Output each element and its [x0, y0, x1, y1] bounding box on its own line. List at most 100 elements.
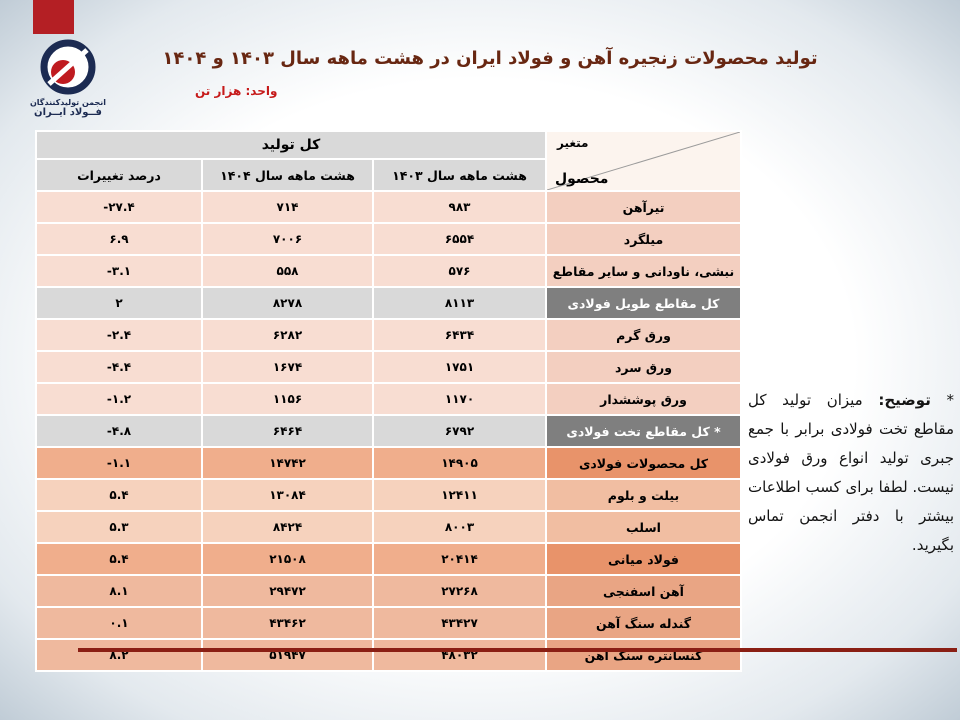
value-1403-cell: ۵۷۶ — [372, 254, 547, 288]
percent-change-cell: ۸.۱ — [35, 574, 203, 608]
value-1404-cell: ۱۶۷۴ — [201, 350, 374, 384]
value-1403-cell: ۶۷۹۲ — [372, 414, 547, 448]
value-1404-cell: ۲۱۵۰۸ — [201, 542, 374, 576]
value-1404-cell: ۸۲۷۸ — [201, 286, 374, 320]
production-table-body: تیرآهن ۹۸۳ ۷۱۴ -۲۷.۴ میلگرد ۶۵۵۴ ۷۰۰۶ ۶.۹ نبشی، … — [35, 190, 742, 672]
logo-org-name-line1: انجمن تولیدکنندگان — [29, 98, 107, 107]
footnote-text: میزان تولید کل مقاطع تخت فولادی برابر با… — [748, 391, 954, 554]
percent-change-cell: ۵.۴ — [35, 478, 203, 512]
footnote-label: توضیح: — [878, 391, 931, 409]
percent-change-cell: -۴.۸ — [35, 414, 203, 448]
table-row: کل مقاطع طویل فولادی ۸۱۱۳ ۸۲۷۸ ۲ — [35, 286, 742, 320]
value-1404-cell: ۴۳۴۶۲ — [201, 606, 374, 640]
red-accent-bar — [33, 0, 74, 34]
unit-label: واحد: هزار تن — [195, 84, 278, 98]
table-row: ورق گرم ۶۴۳۴ ۶۲۸۲ -۲.۴ — [35, 318, 742, 352]
table-row: اسلب ۸۰۰۳ ۸۴۲۴ ۵.۳ — [35, 510, 742, 544]
value-1404-cell: ۷۱۴ — [201, 190, 374, 224]
product-name-cell: بیلت و بلوم — [545, 478, 742, 512]
corner-variable-label: متغیر — [557, 136, 589, 150]
value-1404-cell: ۶۲۸۲ — [201, 318, 374, 352]
value-1404-cell: ۵۵۸ — [201, 254, 374, 288]
table-row: تیرآهن ۹۸۳ ۷۱۴ -۲۷.۴ — [35, 190, 742, 224]
value-1403-cell: ۶۴۳۴ — [372, 318, 547, 352]
column-header-1404: هشت ماهه سال ۱۴۰۴ — [201, 158, 374, 192]
bottom-divider-line — [78, 648, 957, 652]
product-name-cell: فولاد میانی — [545, 542, 742, 576]
value-1403-cell: ۴۸۰۳۲ — [372, 638, 547, 672]
value-1404-cell: ۱۱۵۶ — [201, 382, 374, 416]
table-row: میلگرد ۶۵۵۴ ۷۰۰۶ ۶.۹ — [35, 222, 742, 256]
footnote: * توضیح: میزان تولید کل مقاطع تخت فولادی… — [748, 386, 954, 560]
value-1404-cell: ۱۴۷۴۲ — [201, 446, 374, 480]
value-1403-cell: ۹۸۳ — [372, 190, 547, 224]
table-row: بیلت و بلوم ۱۲۴۱۱ ۱۳۰۸۴ ۵.۴ — [35, 478, 742, 512]
percent-change-cell: ۲ — [35, 286, 203, 320]
product-name-cell: کل مقاطع طویل فولادی — [545, 286, 742, 320]
table-header: متغیر محصول کل تولید هشت ماهه سال ۱۴۰۳ ه… — [35, 130, 742, 192]
value-1403-cell: ۴۳۴۲۷ — [372, 606, 547, 640]
value-1403-cell: ۸۱۱۳ — [372, 286, 547, 320]
corner-diagonal-line — [547, 132, 740, 190]
table-header-row-2: هشت ماهه سال ۱۴۰۳ هشت ماهه سال ۱۴۰۴ درصد… — [35, 158, 741, 192]
value-1403-cell: ۲۷۲۶۸ — [372, 574, 547, 608]
table-row: گندله سنگ آهن ۴۳۴۲۷ ۴۳۴۶۲ ۰.۱ — [35, 606, 742, 640]
value-1403-cell: ۶۵۵۴ — [372, 222, 547, 256]
product-name-cell: * کل مقاطع تخت فولادی — [545, 414, 742, 448]
table-corner-cell: متغیر محصول — [545, 130, 742, 192]
percent-change-cell: ۶.۹ — [35, 222, 203, 256]
value-1404-cell: ۷۰۰۶ — [201, 222, 374, 256]
percent-change-cell: -۴.۴ — [35, 350, 203, 384]
percent-change-cell: ۵.۳ — [35, 510, 203, 544]
product-name-cell: گندله سنگ آهن — [545, 606, 742, 640]
percent-change-cell: -۲۷.۴ — [35, 190, 203, 224]
footnote-star: * — [946, 391, 955, 409]
table-row: ورق پوششدار ۱۱۷۰ ۱۱۵۶ -۱.۲ — [35, 382, 742, 416]
product-name-cell: ورق سرد — [545, 350, 742, 384]
value-1404-cell: ۸۴۲۴ — [201, 510, 374, 544]
table-row: فولاد میانی ۲۰۴۱۴ ۲۱۵۰۸ ۵.۴ — [35, 542, 742, 576]
percent-change-cell: -۲.۴ — [35, 318, 203, 352]
product-name-cell: کنسانتره سنگ آهن — [545, 638, 742, 672]
corner-product-label: محصول — [555, 171, 609, 187]
percent-change-cell: ۸.۲ — [35, 638, 203, 672]
value-1404-cell: ۶۴۶۴ — [201, 414, 374, 448]
slide-title: تولید محصولات زنجیره آهن و فولاد ایران د… — [162, 48, 818, 69]
column-header-1403: هشت ماهه سال ۱۴۰۳ — [372, 158, 547, 192]
table-row: * کل مقاطع تخت فولادی ۶۷۹۲ ۶۴۶۴ -۴.۸ — [35, 414, 742, 448]
product-name-cell: کل محصولات فولادی — [545, 446, 742, 480]
value-1403-cell: ۱۱۷۰ — [372, 382, 547, 416]
logo-org-name-line2: فــولاد ایــران — [34, 107, 102, 118]
product-name-cell: میلگرد — [545, 222, 742, 256]
percent-change-cell: ۰.۱ — [35, 606, 203, 640]
table-row: کل محصولات فولادی ۱۴۹۰۵ ۱۴۷۴۲ -۱.۱ — [35, 446, 742, 480]
table-header-row-1: متغیر محصول کل تولید — [35, 130, 742, 192]
steel-association-logo-icon — [40, 39, 96, 95]
total-production-header: کل تولید — [35, 130, 547, 160]
value-1403-cell: ۱۲۴۱۱ — [372, 478, 547, 512]
value-1403-cell: ۸۰۰۳ — [372, 510, 547, 544]
percent-change-cell: -۱.۱ — [35, 446, 203, 480]
table-row: نبشی، ناودانی و سایر مقاطع ۵۷۶ ۵۵۸ -۳.۱ — [35, 254, 742, 288]
percent-change-cell: ۵.۴ — [35, 542, 203, 576]
production-table: متغیر محصول کل تولید هشت ماهه سال ۱۴۰۳ ه… — [35, 130, 742, 672]
value-1404-cell: ۱۳۰۸۴ — [201, 478, 374, 512]
product-name-cell: تیرآهن — [545, 190, 742, 224]
product-name-cell: ورق گرم — [545, 318, 742, 352]
value-1403-cell: ۲۰۴۱۴ — [372, 542, 547, 576]
column-header-percent-change: درصد تغییرات — [35, 158, 203, 192]
table-row: ورق سرد ۱۷۵۱ ۱۶۷۴ -۴.۴ — [35, 350, 742, 384]
percent-change-cell: -۱.۲ — [35, 382, 203, 416]
table-row: کنسانتره سنگ آهن ۴۸۰۳۲ ۵۱۹۴۷ ۸.۲ — [35, 638, 742, 672]
product-name-cell: اسلب — [545, 510, 742, 544]
value-1403-cell: ۱۷۵۱ — [372, 350, 547, 384]
product-name-cell: آهن اسفنجی — [545, 574, 742, 608]
value-1404-cell: ۲۹۴۷۲ — [201, 574, 374, 608]
percent-change-cell: -۳.۱ — [35, 254, 203, 288]
value-1403-cell: ۱۴۹۰۵ — [372, 446, 547, 480]
product-name-cell: ورق پوششدار — [545, 382, 742, 416]
association-logo: انجمن تولیدکنندگان فــولاد ایــران — [20, 38, 116, 118]
product-name-cell: نبشی، ناودانی و سایر مقاطع — [545, 254, 742, 288]
table-row: آهن اسفنجی ۲۷۲۶۸ ۲۹۴۷۲ ۸.۱ — [35, 574, 742, 608]
